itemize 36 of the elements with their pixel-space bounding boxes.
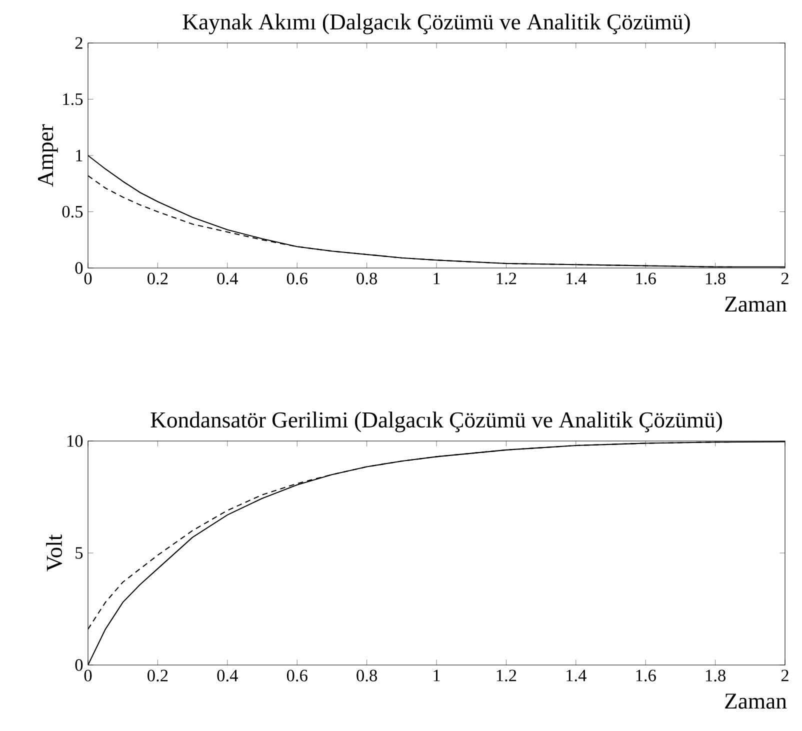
x-tick-label: 1.8 [706,670,726,682]
y-tick-label: 1 [76,150,82,162]
y-tick-label: 2 [75,37,82,49]
x-tick-label: 0.2 [148,670,168,682]
x-tick-label: 0.4 [217,670,238,682]
x-tick-label: 0 [84,670,92,682]
y-axis-title: Volt [46,534,62,572]
y-tick-label: 0 [75,262,83,274]
x-axis-title: Zaman [725,296,787,312]
x-tick-label: 0.8 [356,670,377,682]
y-tick-label: 1.5 [63,93,83,106]
x-tick-label: 0.8 [356,272,377,284]
x-axis-title: Zaman [725,694,787,709]
y-tick-label: 10 [67,435,83,447]
x-tick-label: 1.4 [566,670,586,682]
x-tick-label: 1.6 [636,670,656,682]
x-tick-label: 1.2 [496,272,516,284]
y-axis-title: Amper [38,124,58,187]
x-tick-label: 0.4 [217,272,238,284]
x-tick-label: 1.2 [496,670,516,682]
x-tick-label: 0.6 [286,272,308,284]
y-tick-label: 0 [75,659,83,671]
chart-title: Kondansatör Gerilimi (Dalgacık Çözümü ve Analitik Çözümü) [150,412,722,432]
x-tick-label: 0.2 [148,272,168,284]
x-tick-label: 2 [781,670,788,682]
x-tick-label: 2 [781,272,788,284]
x-tick-label: 1.4 [566,272,586,284]
x-tick-label: 1.8 [706,272,726,284]
x-tick-label: 0 [84,272,92,284]
y-tick-label: 5 [76,547,83,559]
x-tick-label: 1 [434,272,440,284]
x-tick-label: 1.6 [636,272,656,284]
y-tick-label: 0.5 [62,206,83,218]
chart-title: Kaynak Akımı (Dalgacık Çözümü ve Analitik Çözümü) [182,14,690,34]
x-tick-label: 0.6 [286,670,308,682]
x-tick-label: 1 [434,670,440,682]
